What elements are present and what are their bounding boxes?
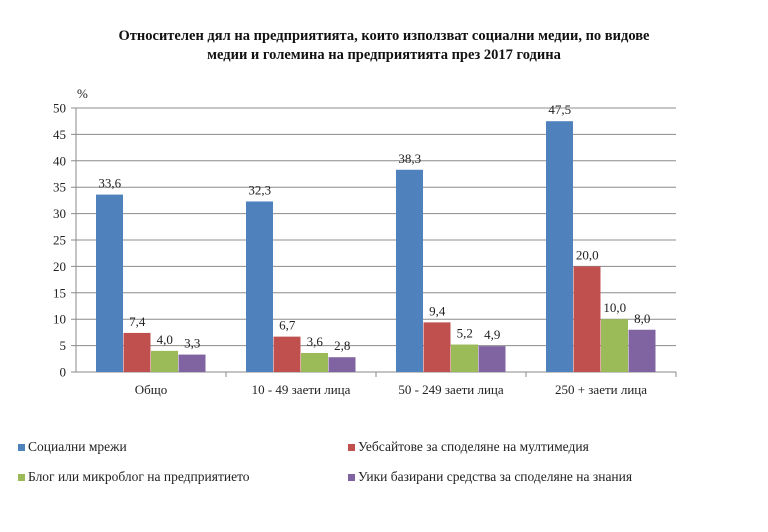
- bar: [96, 194, 123, 372]
- bar: [273, 336, 301, 372]
- bar: [328, 357, 356, 372]
- y-tick-label: 45: [53, 127, 66, 142]
- legend-item-1: Уебсайтове за споделяне на мултимедия: [348, 439, 589, 455]
- y-tick-label: 35: [53, 180, 66, 195]
- plot-area: % 0 5 10 15 20 25 30 35 40 45 50 Общо 33,6 7,4 4,0 3,3 1…: [53, 86, 677, 397]
- data-label: 3,3: [184, 336, 200, 351]
- bar: [123, 332, 151, 372]
- y-axis-label: %: [77, 86, 88, 101]
- legend-label: Уебсайтове за споделяне на мултимедия: [358, 439, 589, 454]
- y-tick-label: 20: [53, 259, 66, 274]
- data-label: 10,0: [603, 300, 626, 315]
- legend-item-3: Уики базирани средства за споделяне на з…: [348, 469, 632, 485]
- y-tick-label: 0: [60, 365, 67, 380]
- bar: [573, 266, 601, 372]
- x-tick-label: 10 - 49 заети лица: [252, 382, 351, 397]
- legend-item-0: Социални мрежи: [18, 439, 127, 455]
- legend-swatch: [348, 443, 355, 451]
- legend-label: Блог или микроблог на предприятието: [28, 469, 250, 484]
- data-label: 32,3: [248, 182, 271, 197]
- data-label: 7,4: [129, 314, 146, 329]
- data-label: 6,7: [279, 318, 296, 333]
- data-label: 8,0: [634, 311, 650, 326]
- data-label: 4,0: [157, 332, 173, 347]
- y-tick-label: 15: [53, 285, 66, 300]
- data-label: 9,4: [429, 303, 446, 318]
- legend-swatch: [348, 473, 355, 481]
- data-label: 33,6: [98, 176, 121, 191]
- data-label: 20,0: [576, 247, 599, 262]
- bar: [478, 346, 506, 372]
- data-label: 38,3: [398, 151, 421, 166]
- y-tick-label: 40: [53, 153, 66, 168]
- data-label: 3,6: [307, 334, 324, 349]
- x-tick-label: 250 + заети лица: [555, 382, 647, 397]
- data-label: 2,8: [334, 338, 350, 353]
- data-label: 5,2: [457, 326, 473, 341]
- data-label: 47,5: [548, 102, 571, 117]
- bar: [301, 352, 328, 372]
- bar: [246, 201, 273, 372]
- legend-label: Уики базирани средства за споделяне на з…: [358, 469, 633, 484]
- legend-swatch: [18, 473, 25, 481]
- y-tick-label: 5: [60, 338, 67, 353]
- bar: [423, 322, 451, 372]
- bar: [396, 169, 423, 372]
- legend-swatch: [18, 443, 25, 451]
- x-tick-label: 50 - 249 заети лица: [398, 382, 504, 397]
- y-tick-label: 50: [53, 101, 66, 116]
- bar: [151, 350, 178, 372]
- bar: [451, 344, 478, 372]
- bar: [178, 354, 206, 372]
- data-label: 4,9: [484, 327, 500, 342]
- chart-title-line2: медии и големина на предприятията през 2…: [207, 47, 561, 63]
- x-tick-label: Общо: [135, 382, 168, 397]
- y-tick-label: 10: [53, 312, 66, 327]
- chart-title-line1: Относителен дял на предприятията, които …: [118, 28, 650, 44]
- y-tick-label: 30: [53, 206, 66, 221]
- legend-label: Социални мрежи: [28, 439, 127, 454]
- bar: [601, 319, 628, 372]
- legend-item-2: Блог или микроблог на предприятието: [18, 469, 250, 485]
- bar: [546, 121, 573, 372]
- bar: [628, 329, 656, 372]
- y-tick-label: 25: [53, 233, 66, 248]
